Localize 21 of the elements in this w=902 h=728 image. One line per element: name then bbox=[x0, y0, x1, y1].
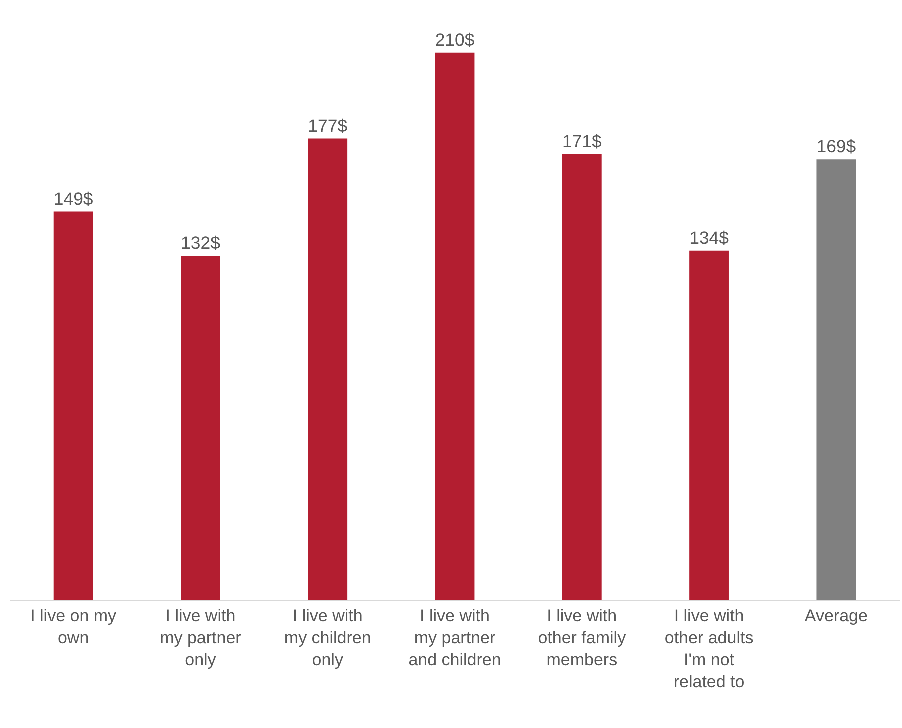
bar bbox=[435, 52, 475, 600]
bar bbox=[562, 154, 602, 600]
x-tick-label: Average bbox=[804, 606, 868, 626]
data-label: 132$ bbox=[181, 233, 221, 254]
bar bbox=[308, 138, 348, 600]
data-label: 171$ bbox=[562, 132, 602, 152]
bar bbox=[816, 160, 856, 600]
bar bbox=[54, 212, 94, 600]
x-tick-label: I live with other adults I'm not related to bbox=[664, 606, 754, 692]
bar bbox=[181, 256, 220, 600]
x-tick-label: I live with my children only bbox=[284, 606, 372, 670]
x-tick-label: I live on my own bbox=[30, 606, 118, 648]
data-label: 169$ bbox=[816, 136, 856, 157]
data-label: 210$ bbox=[435, 30, 475, 50]
data-label: 149$ bbox=[54, 188, 94, 209]
x-tick-label: I live with my partner only bbox=[160, 606, 242, 670]
bar bbox=[690, 250, 729, 600]
data-label: 134$ bbox=[690, 228, 730, 248]
data-label: 177$ bbox=[308, 116, 348, 136]
x-tick-label: I live with other family members bbox=[538, 606, 627, 670]
x-tick-label: I live with my partner and children bbox=[408, 606, 502, 670]
